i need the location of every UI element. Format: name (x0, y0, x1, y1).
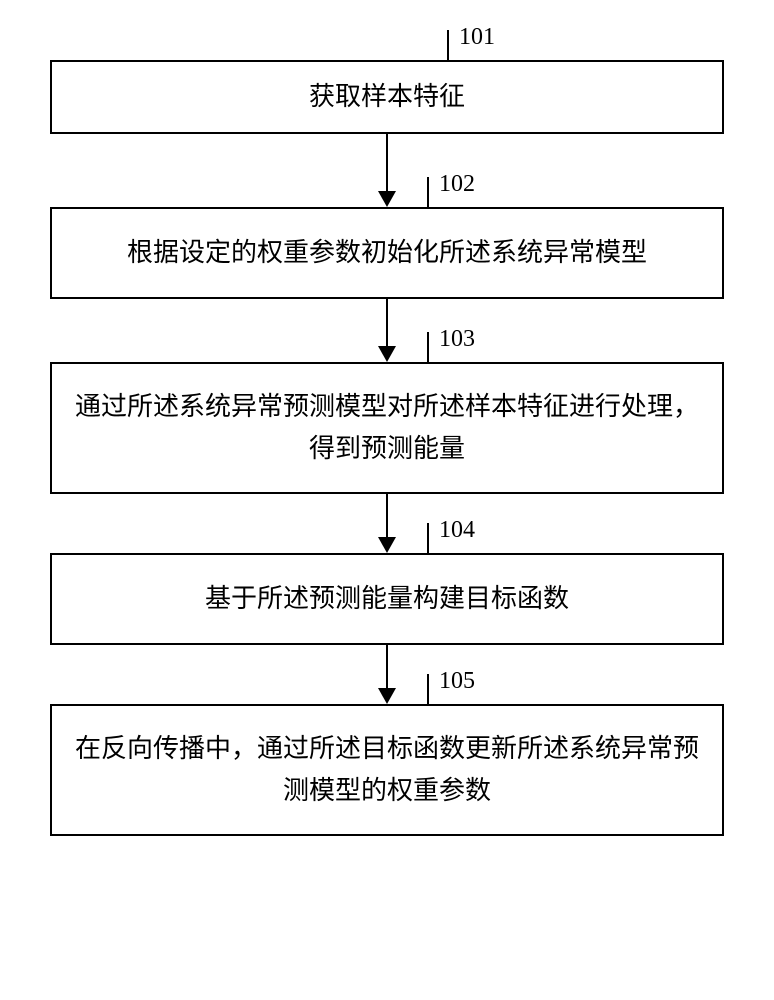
step-101: 101获取样本特征 (50, 60, 724, 134)
arrow-connector (378, 494, 396, 553)
arrow-head-icon (378, 688, 396, 704)
arrow-shaft (386, 645, 388, 689)
arrow-head-icon (378, 346, 396, 362)
label-connector-line (427, 674, 429, 704)
step-box-102: 根据设定的权重参数初始化所述系统异常模型 (50, 207, 724, 299)
arrow-connector (378, 134, 396, 207)
step-103: 103通过所述系统异常预测模型对所述样本特征进行处理， 得到预测能量 (50, 362, 724, 494)
label-connector-line (427, 177, 429, 207)
label-connector-line (447, 30, 449, 60)
step-label-102: 102 (439, 171, 475, 198)
step-label-104: 104 (439, 517, 475, 544)
label-connector-line (427, 332, 429, 362)
flowchart-container: 101获取样本特征102根据设定的权重参数初始化所述系统异常模型103通过所述系… (50, 60, 724, 836)
arrow-shaft (386, 299, 388, 347)
arrow-connector (378, 299, 396, 362)
arrow-shaft (386, 134, 388, 192)
step-104: 104基于所述预测能量构建目标函数 (50, 553, 724, 645)
step-box-101: 获取样本特征 (50, 60, 724, 134)
step-105: 105在反向传播中，通过所述目标函数更新所述系统异常预 测模型的权重参数 (50, 704, 724, 836)
arrow-head-icon (378, 191, 396, 207)
step-102: 102根据设定的权重参数初始化所述系统异常模型 (50, 207, 724, 299)
step-label-101: 101 (459, 24, 495, 51)
step-box-104: 基于所述预测能量构建目标函数 (50, 553, 724, 645)
arrow-connector (378, 645, 396, 704)
label-connector-line (427, 523, 429, 553)
step-box-105: 在反向传播中，通过所述目标函数更新所述系统异常预 测模型的权重参数 (50, 704, 724, 836)
arrow-shaft (386, 494, 388, 538)
step-label-103: 103 (439, 326, 475, 353)
step-box-103: 通过所述系统异常预测模型对所述样本特征进行处理， 得到预测能量 (50, 362, 724, 494)
step-label-105: 105 (439, 668, 475, 695)
arrow-head-icon (378, 537, 396, 553)
